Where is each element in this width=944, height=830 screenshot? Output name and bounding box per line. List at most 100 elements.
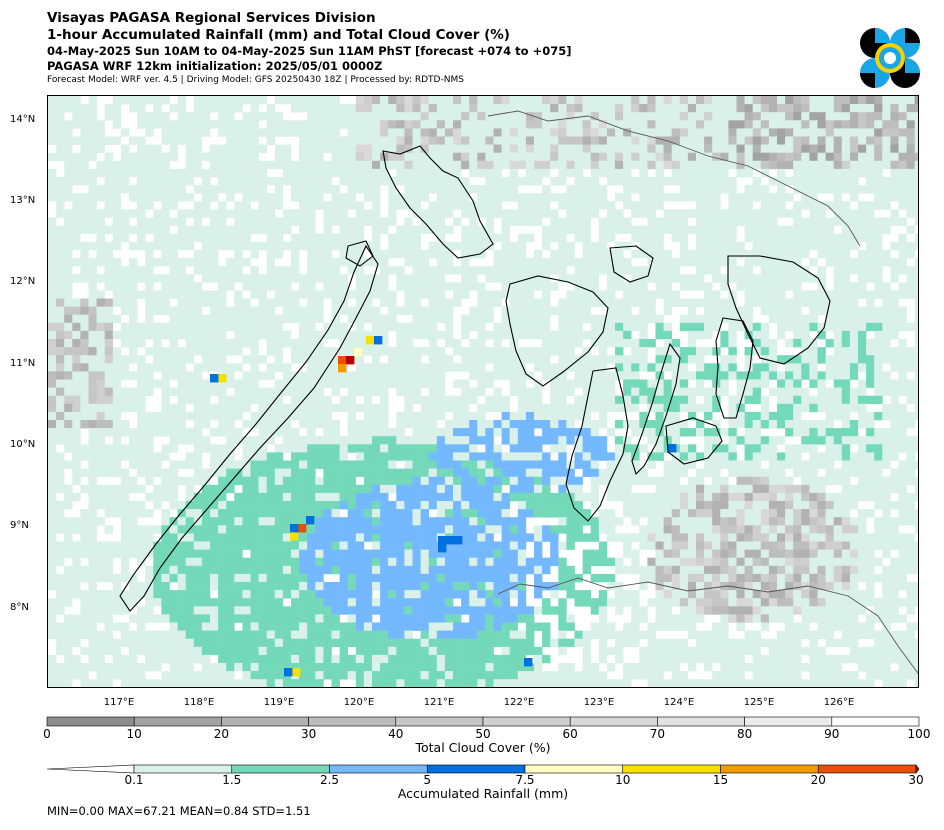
grid-cell (355, 403, 365, 413)
grid-cell (849, 185, 859, 194)
grid-cell (574, 96, 583, 105)
grid-cell (882, 428, 891, 437)
grid-cell (120, 152, 130, 162)
grid-cell (315, 525, 324, 534)
grid-cell (882, 476, 891, 486)
grid-cell (234, 96, 243, 105)
grid-cell (728, 428, 737, 437)
grid-cell (372, 168, 381, 178)
grid-cell (744, 249, 753, 259)
grid-cell (898, 411, 907, 421)
grid-cell (590, 193, 600, 202)
grid-cell (906, 168, 915, 178)
grid-cell (785, 120, 794, 129)
grid-cell (785, 306, 794, 315)
grid-cell (833, 403, 843, 413)
grid-cell (120, 476, 130, 486)
grid-cell (744, 120, 753, 129)
grid-cell (169, 120, 178, 129)
grid-cell (663, 152, 672, 162)
grid-cell (825, 339, 834, 348)
grid-cell (193, 363, 203, 372)
grid-cell (647, 185, 656, 194)
grid-cell (728, 209, 737, 218)
map-panel[interactable] (47, 95, 919, 688)
grid-cell (817, 347, 826, 356)
grid-cell (363, 403, 373, 413)
grid-cell (420, 330, 429, 340)
grid-cell (752, 249, 762, 259)
grid-cell (453, 241, 462, 251)
grid-cell (712, 395, 721, 405)
grid-cell (525, 330, 535, 340)
grid-cell (250, 347, 259, 356)
grid-cell (906, 355, 915, 364)
grid-cell (234, 533, 243, 542)
grid-cell (509, 120, 519, 129)
map-canvas[interactable] (48, 96, 919, 688)
grid-cell (809, 476, 818, 486)
grid-cell (412, 193, 421, 202)
logo-seal-center (884, 52, 896, 64)
grid-cell (849, 420, 859, 429)
grid-cell (647, 460, 656, 469)
grid-cell (493, 428, 502, 437)
grid-cell (56, 330, 65, 340)
grid-cell (56, 177, 65, 186)
grid-cell (80, 322, 89, 332)
grid-cell (396, 428, 405, 437)
grid-cell (517, 411, 527, 421)
grid-cell (825, 152, 834, 162)
grid-cell (817, 282, 826, 291)
grid-cell (145, 160, 154, 170)
grid-cell (679, 177, 689, 186)
grid-cell (712, 104, 721, 113)
grid-cell (218, 517, 227, 526)
grid-cell (469, 411, 478, 421)
grid-cell (72, 428, 81, 437)
grid-cell (720, 379, 729, 388)
grid-cell (841, 322, 851, 332)
grid-cell (258, 306, 267, 315)
grid-cell (266, 363, 276, 372)
grid-cell (866, 209, 875, 218)
grid-cell (234, 152, 243, 162)
grid-cell (882, 120, 891, 129)
grid-cell (882, 436, 891, 445)
grid-cell (704, 484, 713, 494)
grid-cell (145, 452, 154, 461)
grid-cell (210, 298, 219, 307)
grid-cell (736, 436, 745, 445)
grid-cell (874, 330, 883, 340)
grid-cell (444, 428, 454, 437)
grid-cell (201, 436, 211, 445)
grid-cell (777, 330, 786, 340)
grid-cell (48, 266, 57, 275)
grid-cell (201, 96, 211, 105)
grid-cell (80, 209, 89, 218)
grid-cell (315, 501, 324, 510)
grid-cell (598, 96, 608, 105)
grid-cell (671, 104, 681, 113)
grid-cell (866, 225, 875, 234)
grid-cell (461, 209, 470, 218)
grid-cell (615, 492, 624, 502)
grid-cell (307, 403, 316, 413)
grid-cell (768, 120, 778, 129)
grid-cell (558, 436, 567, 445)
grid-cell (517, 517, 527, 526)
grid-cell (752, 136, 762, 145)
grid-cell (347, 249, 357, 259)
grid-cell (663, 258, 672, 267)
grid-cell (793, 201, 802, 210)
grid-cell (566, 428, 575, 437)
grid-cell (874, 152, 883, 162)
grid-cell (477, 379, 486, 388)
grid-cell (720, 509, 729, 518)
grid-cell (501, 266, 510, 275)
grid-cell (550, 104, 559, 113)
grid-cell (728, 306, 737, 315)
grid-cell (331, 428, 340, 437)
grid-cell (509, 517, 519, 526)
grid-cell (477, 249, 486, 259)
